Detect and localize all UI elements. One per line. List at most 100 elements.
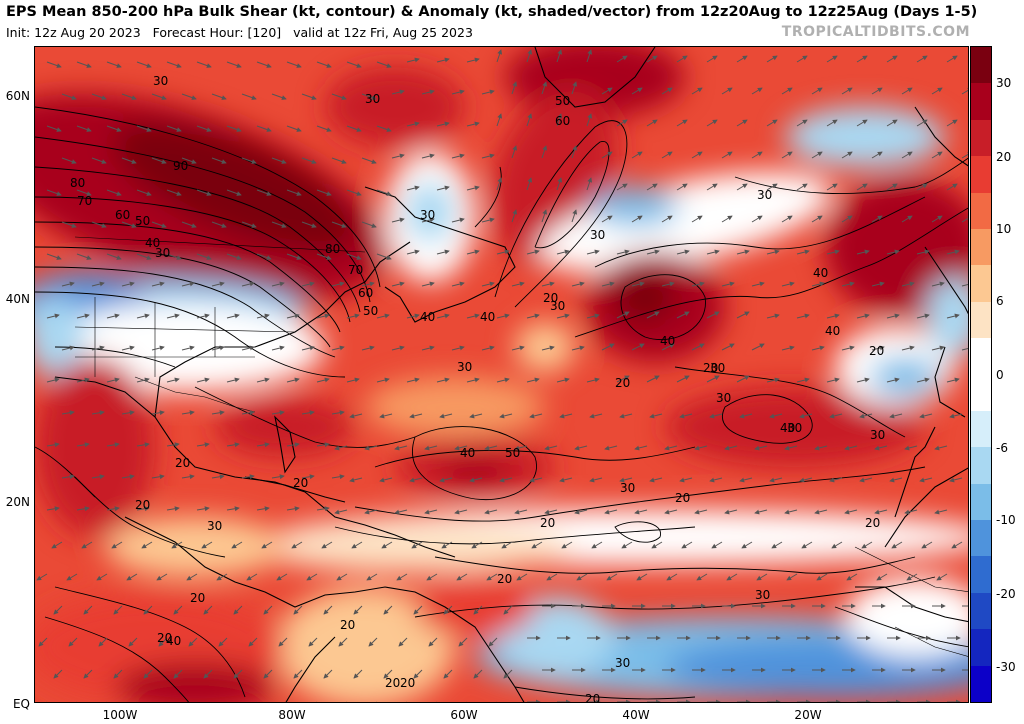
anomaly-vector — [106, 442, 120, 448]
anomaly-vector — [391, 153, 405, 159]
anomaly-vector — [188, 637, 198, 647]
anomaly-vector — [166, 61, 182, 68]
contour-label: 30 — [710, 361, 725, 375]
anomaly-vector — [544, 509, 558, 515]
anomaly-vector — [406, 185, 420, 191]
anomaly-vector — [856, 313, 870, 319]
anomaly-vector — [211, 345, 225, 351]
contour-label: 20 — [135, 498, 150, 512]
contour-label: 20 — [340, 618, 355, 632]
anomaly-vector — [661, 87, 673, 95]
anomaly-vector — [391, 217, 405, 223]
anomaly-vector — [353, 669, 363, 679]
anomaly-vector — [511, 281, 525, 287]
anomaly-vector — [586, 49, 593, 63]
anomaly-vector — [826, 249, 840, 255]
anomaly-vector — [706, 55, 718, 63]
anomaly-vector — [601, 343, 615, 351]
anomaly-vector — [556, 313, 570, 319]
anomaly-vector — [246, 573, 258, 581]
anomaly-vector — [841, 345, 855, 351]
contour-label: 30 — [153, 74, 168, 88]
anomaly-vector — [166, 701, 167, 702]
anomaly-vector — [271, 93, 287, 100]
anomaly-vector — [331, 410, 345, 416]
anomaly-vector — [231, 541, 243, 549]
anomaly-vector — [676, 249, 690, 255]
anomaly-vector — [346, 189, 362, 196]
anomaly-vector — [241, 345, 255, 351]
anomaly-vector — [96, 573, 108, 581]
anomaly-vector — [61, 93, 77, 100]
anomaly-vector — [241, 281, 255, 287]
colorbar-segment — [971, 556, 991, 594]
anomaly-vector — [301, 410, 315, 416]
anomaly-vector — [76, 125, 92, 132]
anomaly-vector — [616, 311, 630, 319]
anomaly-vector — [856, 55, 868, 63]
anomaly-vector — [696, 573, 708, 581]
anomaly-vector — [203, 669, 213, 679]
anomaly-vector — [61, 221, 77, 228]
anomaly-vector — [256, 377, 270, 383]
colorbar-segment — [971, 192, 991, 230]
anomaly-vector — [334, 509, 348, 515]
lon-label: 100W — [102, 708, 138, 722]
anomaly-vector — [368, 637, 378, 647]
anomaly-vector — [661, 215, 673, 223]
anomaly-vector — [784, 509, 798, 515]
lon-label: 80W — [278, 708, 306, 722]
contour-label: 70 — [77, 194, 92, 208]
anomaly-vector — [106, 253, 122, 260]
anomaly-vector — [871, 345, 885, 351]
anomaly-vector — [856, 377, 870, 383]
anomaly-vector — [421, 345, 435, 351]
anomaly-vector — [736, 183, 748, 191]
contour-label: 20 — [385, 676, 400, 690]
anomaly-vector — [904, 445, 918, 451]
anomaly-vector — [556, 177, 563, 191]
anomaly-vector — [121, 410, 135, 416]
anomaly-vector — [511, 145, 518, 159]
contour-label: 40 — [420, 310, 435, 324]
anomaly-vector — [346, 61, 362, 68]
anomaly-vector — [141, 541, 153, 549]
contour-label: 40 — [166, 634, 181, 648]
anomaly-vector — [316, 506, 330, 512]
anomaly-vector — [709, 477, 723, 483]
anomaly-vector — [406, 313, 420, 319]
anomaly-vector — [181, 93, 197, 100]
anomaly-vector — [256, 189, 272, 196]
anomaly-vector — [349, 413, 363, 419]
anomaly-vector — [706, 311, 720, 319]
anomaly-vector — [606, 573, 618, 581]
contour-label: 20 — [400, 676, 415, 690]
anomaly-vector — [526, 177, 533, 191]
anomaly-vector — [571, 81, 578, 95]
anomaly-vector — [796, 377, 810, 383]
anomaly-vector — [379, 413, 393, 419]
anomaly-vector — [796, 55, 808, 63]
anomaly-vector — [211, 410, 225, 416]
anomaly-vector — [676, 119, 688, 127]
anomaly-vector — [203, 605, 213, 615]
colorbar-label: 0 — [996, 368, 1004, 382]
anomaly-vector — [574, 509, 588, 515]
anomaly-vector — [263, 669, 273, 679]
anomaly-vector — [256, 253, 272, 260]
anomaly-vector — [61, 345, 75, 351]
anomaly-vector — [601, 87, 613, 95]
anomaly-vector — [571, 209, 578, 223]
anomaly-vector — [766, 313, 780, 319]
anomaly-vector — [38, 637, 48, 647]
anomaly-vector — [226, 701, 227, 702]
anomaly-vector — [321, 541, 333, 549]
anomaly-vector — [631, 87, 643, 95]
anomaly-field — [35, 47, 968, 702]
anomaly-vector — [784, 445, 798, 451]
anomaly-vector — [376, 189, 392, 196]
anomaly-vector — [361, 221, 377, 228]
anomaly-vector — [586, 113, 593, 127]
anomaly-vector — [616, 375, 630, 383]
